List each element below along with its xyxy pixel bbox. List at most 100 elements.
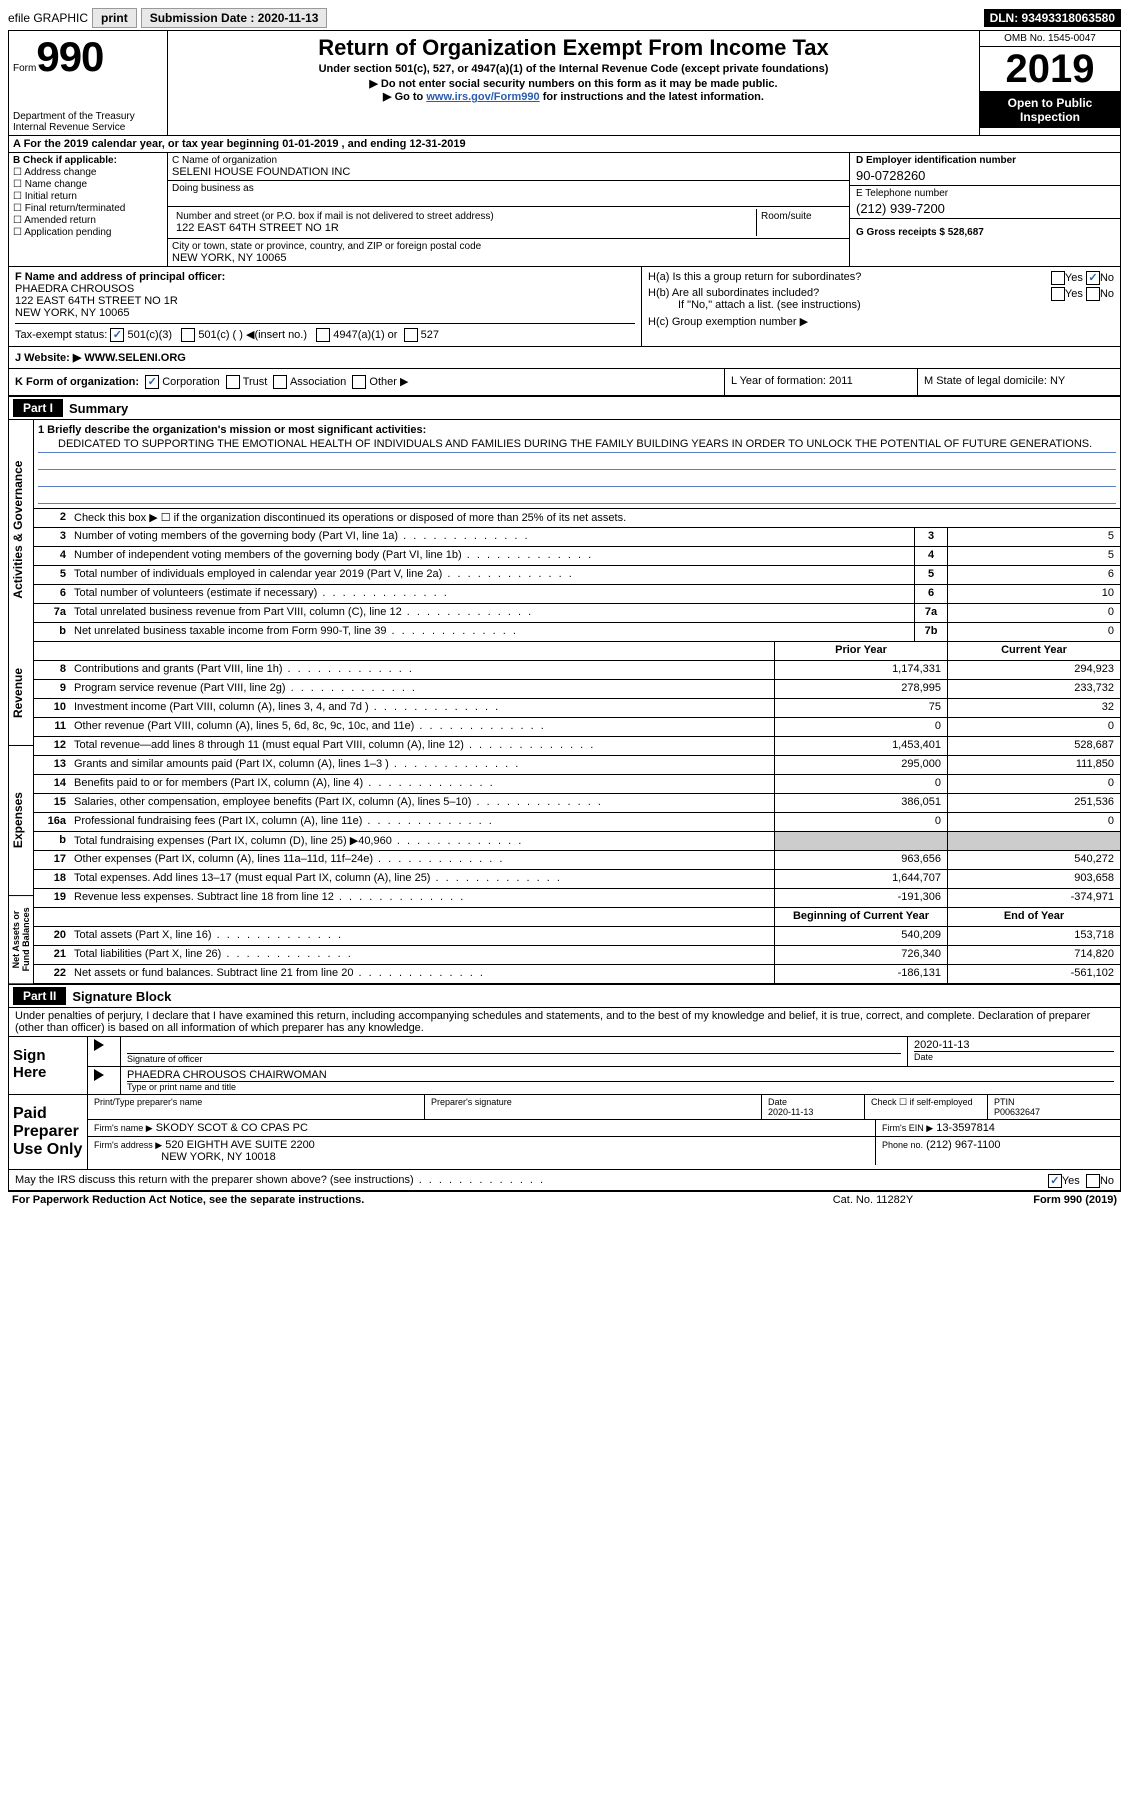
revenue-header: Prior Year Current Year [34, 642, 1120, 661]
submission-date-button[interactable]: Submission Date : 2020-11-13 [141, 8, 328, 28]
dba-label: Doing business as [172, 183, 845, 194]
officer-addr2: NEW YORK, NY 10065 [15, 307, 635, 319]
line-9: 9 Program service revenue (Part VIII, li… [34, 680, 1120, 699]
city-label: City or town, state or province, country… [172, 241, 845, 252]
city-state-zip: NEW YORK, NY 10065 [172, 252, 845, 264]
officer-label: F Name and address of principal officer: [15, 271, 225, 283]
part2-title: Signature Block [72, 989, 171, 1004]
hb-no[interactable] [1086, 287, 1100, 301]
line-6: 6 Total number of volunteers (estimate i… [34, 585, 1120, 604]
chk-app-pending[interactable]: ☐ Application pending [13, 227, 163, 238]
hb-label: H(b) Are all subordinates included? [648, 287, 819, 299]
line-14: 14 Benefits paid to or for members (Part… [34, 775, 1120, 794]
k-other[interactable] [352, 375, 366, 389]
line-22: 22 Net assets or fund balances. Subtract… [34, 965, 1120, 984]
part2-badge: Part II [13, 987, 66, 1005]
row-k: K Form of organization: Corporation Trus… [9, 369, 1120, 397]
sign-here-label: Sign Here [9, 1037, 88, 1094]
arrow-icon [94, 1069, 104, 1081]
ha-yes[interactable] [1051, 271, 1065, 285]
dln-label: DLN: 93493318063580 [984, 9, 1121, 27]
paid-preparer-section: Paid Preparer Use Only Print/Type prepar… [9, 1095, 1120, 1170]
chk-527[interactable] [404, 328, 418, 342]
discuss-yes[interactable] [1048, 1174, 1062, 1188]
line-16a: 16a Professional fundraising fees (Part … [34, 813, 1120, 832]
q1-label: 1 Briefly describe the organization's mi… [38, 424, 426, 436]
chk-address-change[interactable]: ☐ Address change [13, 167, 163, 178]
line-18: 18 Total expenses. Add lines 13–17 (must… [34, 870, 1120, 889]
line-10: 10 Investment income (Part VIII, column … [34, 699, 1120, 718]
form-header: Form990 Department of the Treasury Inter… [9, 31, 1120, 136]
chk-initial-return[interactable]: ☐ Initial return [13, 191, 163, 202]
chk-4947[interactable] [316, 328, 330, 342]
ein-value: 90-0728260 [856, 168, 1114, 183]
part1-title: Summary [69, 401, 128, 416]
line-b: b Net unrelated business taxable income … [34, 623, 1120, 642]
print-name-label: Type or print name and title [127, 1081, 1114, 1092]
col-b-header: B Check if applicable: [13, 155, 117, 166]
k-corp[interactable] [145, 375, 159, 389]
chk-amended[interactable]: ☐ Amended return [13, 215, 163, 226]
firm-ein: 13-3597814 [936, 1122, 995, 1134]
instructions-link[interactable]: www.irs.gov/Form990 [426, 91, 539, 103]
officer-addr1: 122 EAST 64TH STREET NO 1R [15, 295, 635, 307]
discuss-no[interactable] [1086, 1174, 1100, 1188]
part1-badge: Part I [13, 399, 63, 417]
prep-name-label: Print/Type preparer's name [88, 1095, 425, 1119]
vertical-labels: Activities & Governance Revenue Expenses… [9, 420, 34, 984]
line-3: 3 Number of voting members of the govern… [34, 528, 1120, 547]
col-c: C Name of organization SELENI HOUSE FOUN… [168, 153, 849, 266]
tax-year: 2019 [980, 46, 1120, 92]
omb-label: OMB No. 1545-0047 [980, 31, 1120, 46]
line-15: 15 Salaries, other compensation, employe… [34, 794, 1120, 813]
chk-name-change[interactable]: ☐ Name change [13, 179, 163, 190]
form-number: 990 [36, 33, 103, 80]
sign-here-section: Sign Here Signature of officer 2020-11-1… [9, 1037, 1120, 1095]
m-state: M State of legal domicile: NY [918, 369, 1120, 395]
date-label: Date [914, 1051, 1114, 1062]
tax-status-label: Tax-exempt status: [15, 329, 107, 341]
hb-note: If "No," attach a list. (see instruction… [678, 299, 1114, 311]
ein-label: D Employer identification number [856, 155, 1016, 166]
line-12: 12 Total revenue—add lines 8 through 11 … [34, 737, 1120, 756]
line-4: 4 Number of independent voting members o… [34, 547, 1120, 566]
row-a-period: A For the 2019 calendar year, or tax yea… [9, 136, 1120, 153]
k-trust[interactable] [226, 375, 240, 389]
chk-final-return[interactable]: ☐ Final return/terminated [13, 203, 163, 214]
firm-addr1: 520 EIGHTH AVE SUITE 2200 [165, 1139, 315, 1151]
open-to-public: Open to Public Inspection [980, 92, 1120, 128]
col-end-year: End of Year [947, 908, 1120, 926]
prep-date: 2020-11-13 [768, 1107, 813, 1117]
self-employed-check[interactable]: Check ☐ if self-employed [865, 1095, 988, 1119]
footer-right: Form 990 (2019) [1033, 1194, 1117, 1206]
footer-mid: Cat. No. 11282Y [833, 1194, 914, 1206]
col-begin-year: Beginning of Current Year [774, 908, 947, 926]
hc-label: H(c) Group exemption number ▶ [648, 315, 1114, 328]
vlabel-activities: Activities & Governance [9, 420, 33, 640]
part1-header: Part I Summary [9, 397, 1120, 420]
k-assoc[interactable] [273, 375, 287, 389]
print-button[interactable]: print [92, 8, 137, 28]
ha-no[interactable] [1086, 271, 1100, 285]
line-20: 20 Total assets (Part X, line 16) 540,20… [34, 927, 1120, 946]
hb-yes[interactable] [1051, 287, 1065, 301]
part2-header: Part II Signature Block [9, 984, 1120, 1008]
street-address: 122 EAST 64TH STREET NO 1R [176, 222, 752, 234]
officer-name: PHAEDRA CHROUSOS [15, 283, 635, 295]
line-7a: 7a Total unrelated business revenue from… [34, 604, 1120, 623]
subtitle-3-post: for instructions and the latest informat… [540, 91, 764, 103]
arrow-icon [94, 1039, 104, 1051]
firm-name: SKODY SCOT & CO CPAS PC [156, 1122, 308, 1134]
chk-501c3[interactable] [110, 328, 124, 342]
line-8: 8 Contributions and grants (Part VIII, l… [34, 661, 1120, 680]
k-label: K Form of organization: [15, 376, 139, 388]
line-11: 11 Other revenue (Part VIII, column (A),… [34, 718, 1120, 737]
form-container: Form990 Department of the Treasury Inter… [8, 30, 1121, 1192]
subtitle-2: ▶ Do not enter social security numbers o… [172, 77, 975, 90]
preparer-label: Paid Preparer Use Only [9, 1095, 88, 1169]
chk-501c[interactable] [181, 328, 195, 342]
col-b-checkif: B Check if applicable: ☐ Address change … [9, 153, 168, 266]
form-prefix: Form [13, 63, 36, 74]
footer-left: For Paperwork Reduction Act Notice, see … [12, 1194, 364, 1206]
col-prior-year: Prior Year [774, 642, 947, 660]
